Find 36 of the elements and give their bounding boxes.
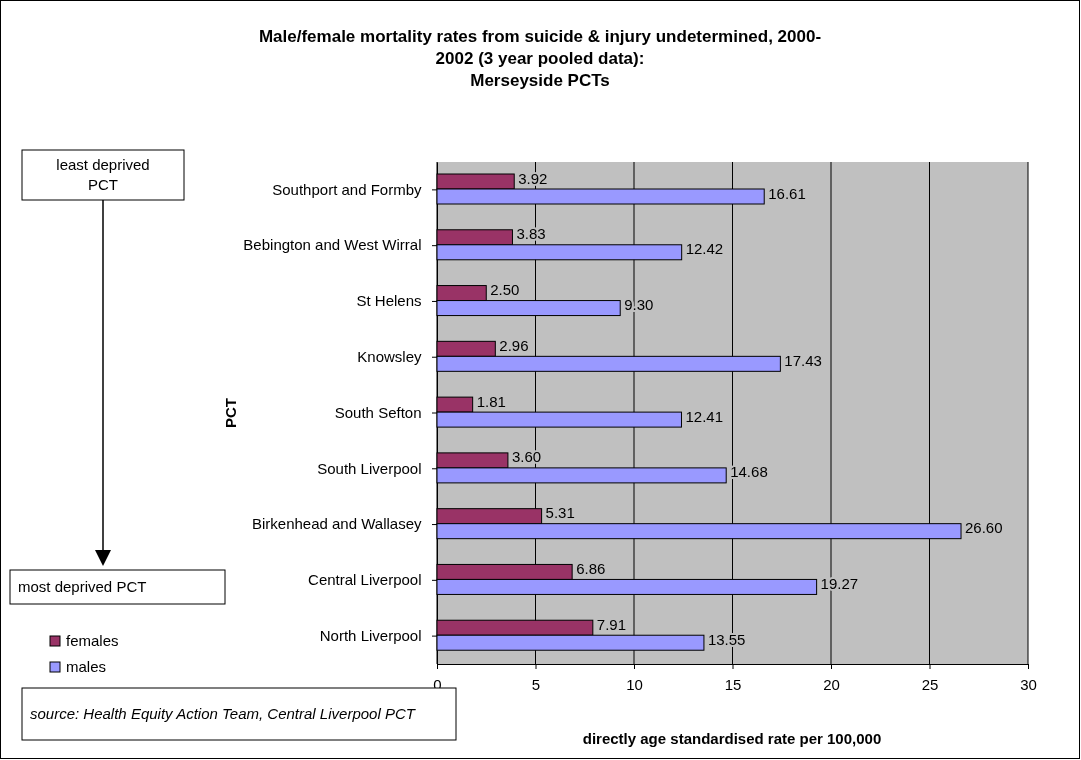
x-tick-label: 30 — [1020, 676, 1037, 693]
y-axis-title: PCT — [222, 398, 239, 428]
x-axis-title: directly age standardised rate per 100,000 — [582, 730, 882, 747]
text: least deprived PCT — [56, 156, 150, 193]
data-label: 17.43 — [784, 351, 822, 369]
source-note: source: Health Equity Action Team, Central Liverpool PCT — [30, 705, 417, 722]
x-tick-label: 15 — [724, 676, 742, 693]
data-label: 7.91 — [596, 615, 627, 633]
data-label: 12.41 — [685, 407, 724, 425]
data-label: 12.42 — [685, 240, 724, 258]
x-tick-label: 10 — [626, 676, 643, 693]
data-label: 16.61 — [768, 184, 806, 202]
data-label: 26.60 — [965, 519, 1003, 537]
x-tick-label: 20 — [823, 676, 840, 693]
y-tick-label: Southport and Formby — [272, 180, 422, 198]
y-tick-label: Bebington and West Wirral — [243, 236, 422, 254]
y-tick-label: Knowsley — [357, 348, 422, 366]
data-label: 1.81 — [476, 392, 506, 410]
data-label: 2.50 — [490, 281, 520, 299]
y-tick-label: South Sefton — [334, 403, 422, 421]
data-label: 5.31 — [545, 504, 575, 522]
data-label: 19.27 — [820, 574, 859, 592]
x-tick-label: 5 — [531, 676, 541, 693]
y-tick-label: Central Liverpool — [308, 571, 422, 589]
y-tick-label: North Liverpool — [319, 626, 422, 644]
legend-label: females — [66, 632, 119, 649]
legend-label: males — [66, 658, 107, 675]
x-tick-label: 25 — [921, 676, 939, 693]
data-label: 2.96 — [499, 336, 529, 354]
y-tick-label: South Liverpool — [317, 459, 422, 477]
chart-title: Male/female mortality rates from suicide & injury undetermined, 2000- 2002 (3 year pooled data): Merseyside PCTs — [258, 27, 822, 90]
y-tick-label: St Helens — [356, 292, 422, 310]
text: most deprived PCT — [18, 578, 147, 595]
y-tick-label: Birkenhead and Wallasey — [251, 515, 422, 533]
data-label: 9.30 — [624, 296, 654, 314]
data-label: 6.86 — [576, 559, 606, 577]
